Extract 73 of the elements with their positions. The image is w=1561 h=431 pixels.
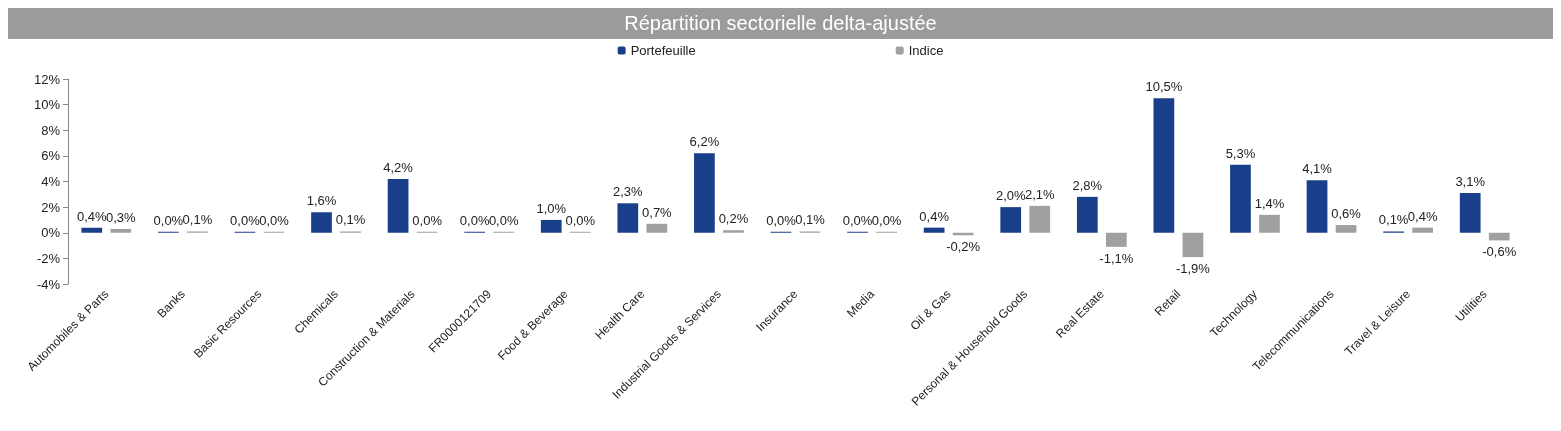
bar: [1259, 214, 1280, 233]
data-label: 0,0%: [412, 212, 443, 228]
data-label: 0,4%: [1407, 208, 1438, 224]
data-label: 0,1%: [795, 212, 826, 228]
bar: [923, 227, 945, 233]
bar: [81, 227, 103, 233]
data-label: 0,0%: [565, 212, 596, 228]
bar: [1230, 164, 1251, 233]
data-label: 10,5%: [1145, 79, 1183, 95]
bar: [1459, 193, 1481, 233]
data-label: 2,0%: [995, 188, 1026, 204]
bar: [1488, 232, 1510, 241]
data-label: 0,0%: [259, 212, 290, 228]
data-label: -1,1%: [1099, 250, 1134, 266]
y-tick-label: -2%: [36, 250, 61, 266]
data-label: 5,3%: [1225, 145, 1256, 161]
y-tick-label: 0%: [41, 225, 61, 241]
data-label: 0,0%: [153, 212, 184, 228]
data-label: 4,1%: [1302, 161, 1333, 177]
y-tick-label: 12%: [33, 71, 61, 87]
bar: [540, 219, 562, 233]
y-tick-label: -4%: [36, 276, 61, 292]
data-label: 0,1%: [335, 212, 366, 228]
bar: [617, 203, 639, 233]
data-label: 0,0%: [459, 212, 490, 228]
legend-label: Portefeuille: [630, 43, 696, 58]
data-label: 1,4%: [1254, 195, 1285, 211]
data-label: 1,0%: [536, 200, 567, 216]
data-label: 0,0%: [230, 212, 261, 228]
bar: [1076, 196, 1098, 233]
bar: [311, 212, 332, 233]
chart-title: Répartition sectorielle delta-ajustée: [8, 8, 1553, 39]
bar: [1306, 180, 1328, 233]
bar: [1335, 225, 1357, 233]
bar: [1412, 227, 1434, 233]
data-label: 4,2%: [383, 159, 414, 175]
y-tick-label: 2%: [41, 199, 61, 215]
y-tick-label: 6%: [41, 148, 61, 164]
bar: [694, 153, 715, 233]
data-label: 0,1%: [1378, 212, 1409, 228]
data-label: 0,4%: [919, 208, 950, 224]
data-label: -1,9%: [1175, 261, 1211, 277]
data-label: -0,2%: [946, 239, 981, 255]
bar: [1029, 205, 1051, 233]
data-label: 0,3%: [105, 209, 137, 225]
bar: [110, 228, 132, 233]
bar: [646, 223, 668, 233]
bar: [1153, 98, 1175, 233]
bar: [1105, 232, 1127, 247]
bar: [1182, 232, 1204, 258]
data-label: 1,6%: [306, 193, 337, 209]
data-label: 0,0%: [871, 212, 902, 228]
data-label: 0,6%: [1331, 206, 1362, 222]
y-tick-label: 10%: [33, 97, 61, 113]
data-label: 0,7%: [642, 204, 673, 220]
data-label: 0,0%: [766, 212, 797, 228]
legend-label: Indice: [908, 43, 944, 58]
bar: [387, 178, 409, 233]
data-label: 3,1%: [1455, 174, 1486, 190]
data-label: -0,6%: [1482, 244, 1517, 260]
data-label: 2,8%: [1072, 177, 1103, 193]
bar: [723, 230, 744, 233]
data-label: 2,1%: [1024, 186, 1056, 202]
data-label: 6,2%: [689, 134, 720, 150]
data-label: 2,3%: [613, 184, 644, 200]
x-tick-label: Oil & Gas: [907, 287, 954, 334]
data-label: 0,0%: [842, 212, 873, 228]
y-tick-label: 4%: [41, 174, 61, 189]
data-label: 0,1%: [182, 212, 213, 228]
y-tick-label: 8%: [41, 122, 61, 138]
bar: [1000, 207, 1022, 233]
data-label: 0,2%: [718, 211, 749, 227]
data-label: 0,0%: [488, 212, 519, 228]
